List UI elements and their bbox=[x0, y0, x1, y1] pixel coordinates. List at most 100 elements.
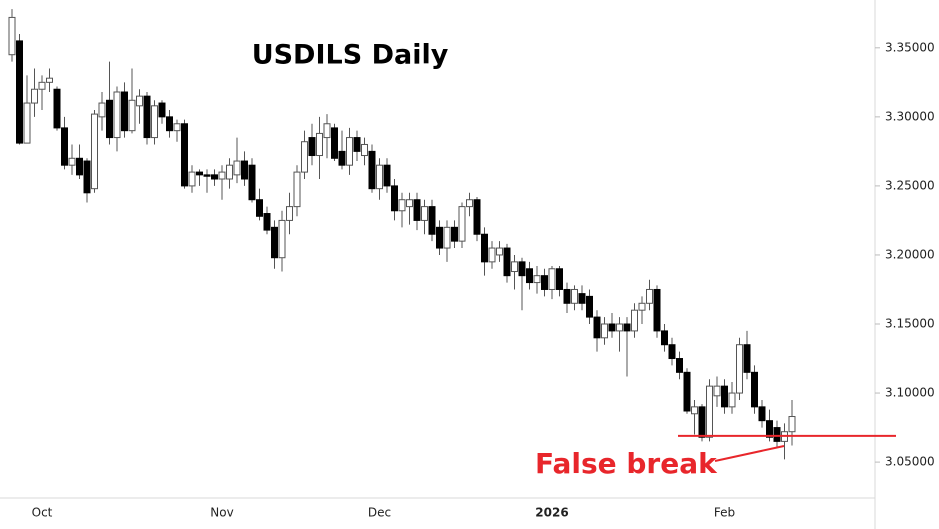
candle-body bbox=[143, 95, 151, 139]
candle-body bbox=[533, 275, 541, 284]
candle-body bbox=[518, 261, 526, 277]
candle-body bbox=[278, 219, 286, 259]
candle-body bbox=[578, 293, 586, 304]
candle-body bbox=[421, 206, 428, 221]
candle-body bbox=[203, 174, 211, 177]
candle-body bbox=[496, 247, 503, 256]
candle-body bbox=[736, 344, 743, 394]
y-tick-label: 3.30000 bbox=[885, 109, 935, 123]
candle-body bbox=[353, 137, 361, 152]
candle-body bbox=[563, 288, 571, 304]
annotation-text: False break bbox=[535, 447, 718, 480]
candle-body bbox=[76, 157, 83, 176]
y-tick-label: 3.05000 bbox=[885, 455, 935, 469]
candle-body bbox=[151, 105, 158, 139]
candle-body bbox=[758, 406, 766, 422]
candle-body bbox=[473, 199, 481, 235]
candle-body bbox=[661, 330, 668, 346]
candle-body bbox=[788, 416, 796, 433]
candle-body bbox=[623, 323, 631, 332]
x-tick-label: Dec bbox=[368, 506, 391, 520]
candle-body bbox=[668, 344, 676, 360]
candle-body bbox=[106, 99, 113, 139]
candle-body bbox=[136, 95, 143, 107]
y-tick-label: 3.25000 bbox=[885, 178, 935, 192]
candle-body bbox=[608, 323, 616, 332]
chart-title: USDILS Daily bbox=[252, 40, 449, 71]
candle-body bbox=[391, 185, 398, 212]
candle-body bbox=[773, 427, 781, 442]
candle-body bbox=[16, 40, 23, 144]
candle-body bbox=[293, 171, 301, 208]
candle-body bbox=[526, 268, 533, 284]
candle-body bbox=[653, 288, 661, 332]
candle-body bbox=[226, 164, 233, 180]
candle-body bbox=[503, 247, 511, 277]
candle-body bbox=[211, 174, 218, 180]
candle-body bbox=[46, 77, 53, 83]
y-tick-label: 3.20000 bbox=[885, 247, 935, 261]
candle-body bbox=[698, 406, 706, 438]
candle-body bbox=[173, 123, 181, 132]
candle-body bbox=[263, 213, 271, 231]
candle-body bbox=[128, 99, 136, 132]
candle-body bbox=[8, 16, 16, 56]
candle-body bbox=[38, 81, 46, 90]
x-tick-label: Nov bbox=[210, 506, 233, 520]
candle-body bbox=[548, 268, 556, 290]
candle-body bbox=[676, 358, 683, 373]
candle-body bbox=[458, 206, 466, 242]
candle-body bbox=[721, 385, 728, 408]
candle-body bbox=[728, 392, 736, 408]
candle-body bbox=[83, 160, 91, 194]
candle-body bbox=[556, 268, 563, 290]
candle-body bbox=[316, 132, 323, 157]
y-tick-label: 3.35000 bbox=[885, 40, 935, 54]
candle-body bbox=[98, 102, 106, 118]
candle-body bbox=[443, 226, 451, 249]
candle-body bbox=[68, 157, 76, 166]
candle-body bbox=[301, 141, 308, 173]
candle-body bbox=[571, 288, 578, 304]
candle-body bbox=[428, 206, 436, 235]
candle-body bbox=[541, 275, 548, 290]
candle-body bbox=[196, 171, 203, 176]
candle-body bbox=[166, 116, 173, 132]
candle-body bbox=[323, 123, 331, 139]
annotation-pointer bbox=[714, 445, 785, 462]
candle-body bbox=[713, 385, 721, 397]
candle-body bbox=[691, 406, 698, 415]
candle-body bbox=[683, 371, 691, 412]
candle-body bbox=[271, 226, 278, 259]
candle-body bbox=[286, 206, 293, 221]
candle-body bbox=[31, 88, 38, 104]
candle-body bbox=[646, 288, 653, 304]
candle-body bbox=[593, 316, 601, 339]
candle-body bbox=[241, 160, 248, 180]
candle-body bbox=[376, 164, 383, 190]
candle-body bbox=[188, 171, 196, 187]
candle-body bbox=[53, 88, 61, 129]
candle-body bbox=[383, 164, 391, 187]
candle-body bbox=[436, 226, 443, 249]
candle-body bbox=[406, 199, 413, 208]
candle-body bbox=[23, 102, 31, 144]
candle-body bbox=[631, 309, 638, 332]
candle-body bbox=[481, 233, 488, 263]
candle-body bbox=[331, 127, 338, 159]
candle-body bbox=[181, 123, 188, 187]
y-tick-label: 3.15000 bbox=[885, 317, 935, 331]
candle-body bbox=[368, 150, 376, 190]
x-tick-label: Feb bbox=[714, 506, 735, 520]
candle-body bbox=[638, 302, 646, 311]
candle-body bbox=[256, 199, 263, 217]
candle-body bbox=[488, 247, 496, 263]
candle-body bbox=[706, 385, 713, 438]
x-tick-label: 2026 bbox=[535, 506, 568, 520]
x-tick-label: Oct bbox=[32, 506, 53, 520]
candle-body bbox=[158, 102, 166, 118]
candle-body bbox=[586, 295, 593, 318]
candle-body bbox=[113, 91, 121, 139]
